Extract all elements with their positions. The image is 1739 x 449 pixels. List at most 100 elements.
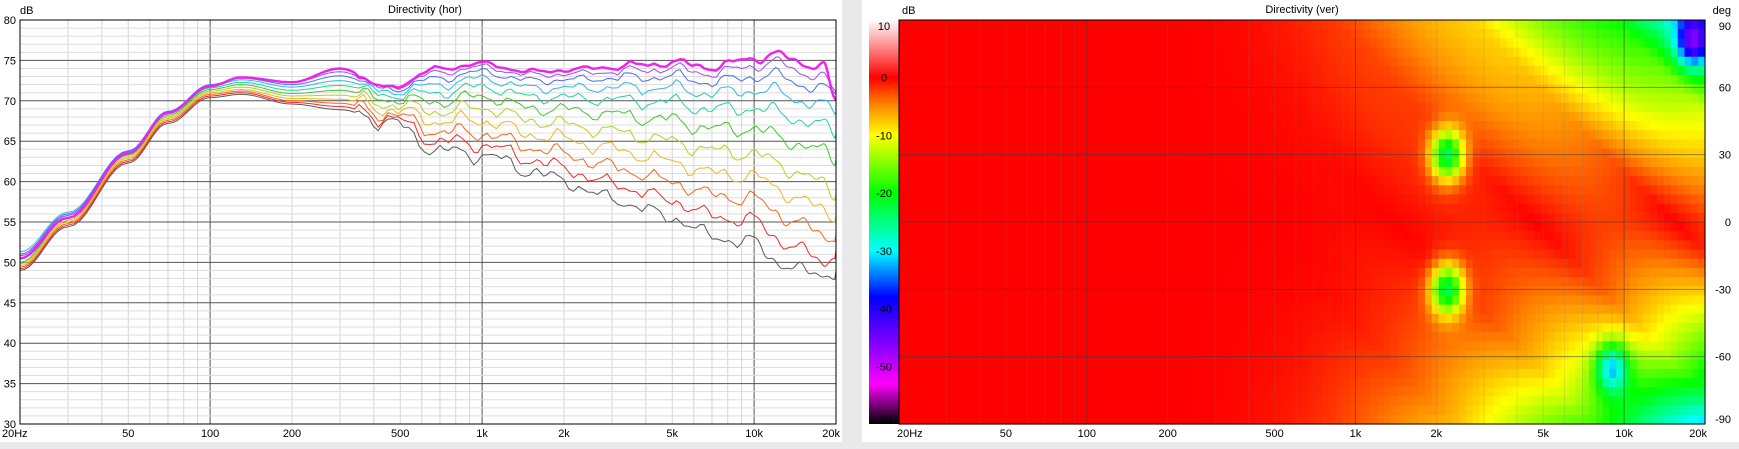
heatmap-cell — [1520, 286, 1529, 297]
heatmap-cell — [1315, 121, 1324, 131]
heatmap-cell — [1049, 102, 1057, 113]
heatmap-cell — [1185, 378, 1194, 388]
heatmap-cell — [1035, 350, 1044, 361]
heatmap-cell — [1459, 240, 1467, 251]
heatmap-cell — [1213, 258, 1221, 269]
heatmap-cell — [1609, 65, 1617, 76]
heatmap-cell — [1383, 359, 1392, 370]
heatmap-cell — [1390, 203, 1399, 214]
heatmap-cell — [1028, 332, 1037, 342]
heatmap-cell — [1226, 166, 1235, 177]
heatmap-cell — [1575, 139, 1583, 150]
heatmap-cell — [912, 405, 921, 416]
heatmap-cell — [1452, 323, 1460, 333]
heatmap-cell — [1629, 38, 1638, 49]
heatmap-cell — [1226, 212, 1235, 223]
heatmap-cell — [1575, 75, 1583, 85]
heatmap-cell — [1315, 323, 1324, 333]
heatmap-cell — [1028, 396, 1037, 407]
heatmap-cell — [1370, 341, 1378, 352]
heatmap-cell — [1411, 313, 1419, 324]
heatmap-cell — [1008, 249, 1016, 260]
heatmap-cell — [967, 194, 975, 205]
heatmap-cell — [1383, 111, 1392, 122]
heatmap-cell — [926, 295, 934, 306]
heatmap-cell — [1097, 65, 1105, 76]
heatmap-cell — [1629, 286, 1638, 297]
heatmap-cell — [1062, 286, 1071, 297]
heatmap-cell — [1390, 341, 1399, 352]
heatmap-cell — [1636, 38, 1645, 49]
heatmap-cell — [1377, 231, 1385, 241]
heatmap-cell — [1267, 368, 1276, 379]
heatmap-cell — [1370, 323, 1378, 333]
heatmap-cell — [1616, 222, 1624, 232]
heatmap-cell — [1561, 387, 1569, 398]
heatmap-cell — [1206, 75, 1214, 85]
heatmap-cell — [1138, 267, 1146, 278]
heatmap-cell — [1397, 121, 1406, 131]
heatmap-cell — [1554, 323, 1563, 333]
heatmap-cell — [926, 148, 934, 159]
heatmap-cell — [1192, 304, 1201, 315]
heatmap-cell — [1479, 414, 1488, 425]
heatmap-cell — [1479, 277, 1488, 287]
heatmap-cell — [1356, 249, 1365, 260]
heatmap-cell — [1629, 157, 1638, 168]
heatmap-cell — [1568, 277, 1576, 287]
heatmap-cell — [1629, 93, 1638, 104]
heatmap-cell — [1383, 405, 1392, 416]
heatmap-cell — [1165, 194, 1173, 205]
heatmap-cell — [946, 405, 955, 416]
heatmap-cell — [1254, 65, 1262, 76]
heatmap-cell — [1199, 405, 1207, 416]
heatmap-cell — [1472, 414, 1481, 425]
heatmap-cell — [1179, 121, 1187, 131]
heatmap-cell — [919, 139, 927, 150]
heatmap-cell — [1117, 166, 1126, 177]
heatmap-cell — [1213, 20, 1221, 30]
heatmap-cell — [1049, 286, 1057, 297]
heatmap-cell — [1349, 38, 1358, 49]
heatmap-cell — [1329, 185, 1337, 196]
heatmap-cell — [1629, 277, 1638, 287]
heatmap-cell — [1452, 277, 1460, 287]
heatmap-cell — [1390, 323, 1399, 333]
heatmap-cell — [1220, 231, 1228, 241]
heatmap-cell — [1267, 341, 1276, 352]
heatmap-cell — [926, 378, 934, 388]
heatmap-cell — [1575, 166, 1583, 177]
heatmap-cell — [1547, 176, 1556, 186]
heatmap-cell — [1418, 166, 1426, 177]
heatmap-cell — [1103, 323, 1112, 333]
heatmap-cell — [1288, 405, 1296, 416]
heatmap-cell — [1261, 323, 1269, 333]
heatmap-cell — [1595, 267, 1604, 278]
heatmap-cell — [1008, 405, 1016, 416]
heatmap-cell — [1062, 368, 1071, 379]
heatmap-cell — [1254, 240, 1262, 251]
heatmap-cell — [1397, 387, 1406, 398]
heatmap-cell — [1534, 84, 1542, 95]
heatmap-cell — [1397, 38, 1406, 49]
heatmap-cell — [1138, 166, 1146, 177]
heatmap-cell — [1411, 148, 1419, 159]
heatmap-cell — [1131, 405, 1139, 416]
heatmap-cell — [1445, 185, 1453, 196]
heatmap-cell — [1609, 212, 1617, 223]
heatmap-cell — [1042, 157, 1050, 168]
heatmap-cell — [1015, 166, 1023, 177]
heatmap-cell — [1479, 121, 1488, 131]
heatmap-cell — [1431, 121, 1440, 131]
heatmap-cell — [1643, 323, 1651, 333]
heatmap-cell — [1370, 378, 1378, 388]
heatmap-cell — [1534, 396, 1542, 407]
heatmap-cell — [1021, 368, 1030, 379]
heatmap-cell — [1513, 341, 1522, 352]
heatmap-cell — [1513, 139, 1522, 150]
heatmap-cell — [1479, 75, 1488, 85]
heatmap-cell — [1288, 240, 1296, 251]
heatmap-cell — [967, 185, 975, 196]
heatmap-cell — [1363, 20, 1371, 30]
heatmap-cell — [1513, 231, 1522, 241]
